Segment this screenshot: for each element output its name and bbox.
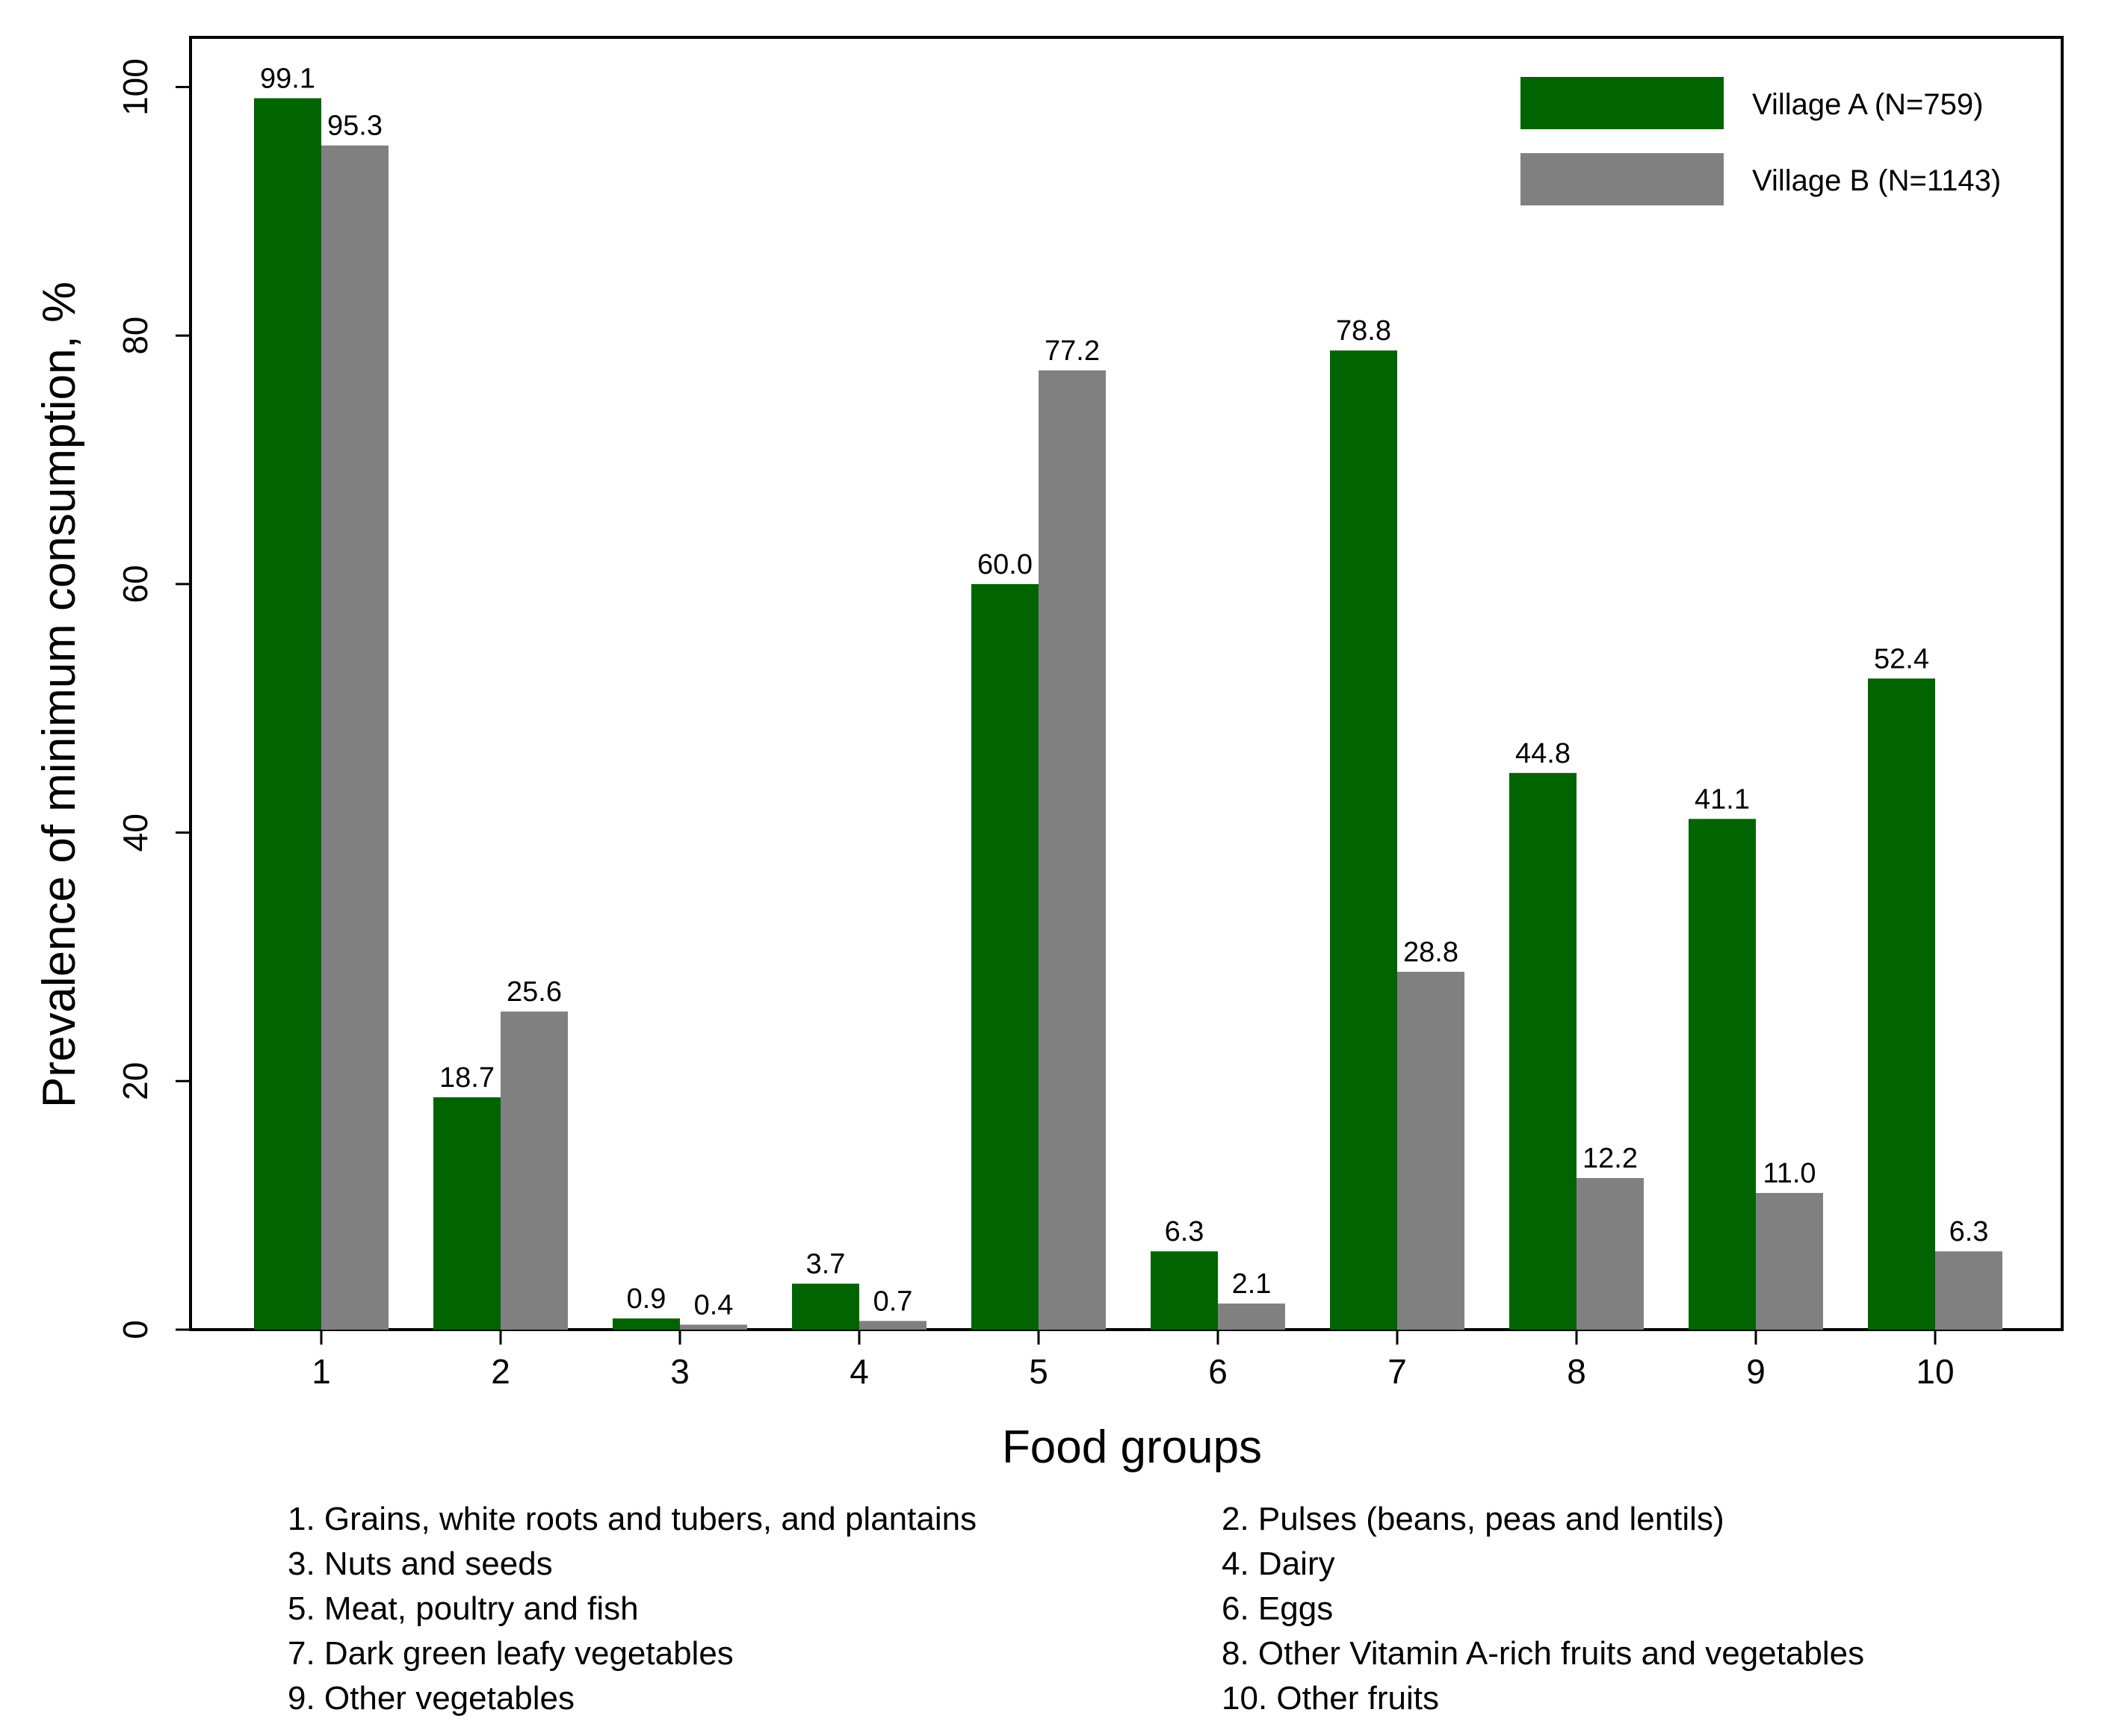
x-tick-label-5: 5 — [1029, 1352, 1048, 1391]
legend-label-series1: Village A (N=759) — [1752, 88, 1983, 121]
x-tick-label-3: 3 — [670, 1352, 690, 1391]
bar-series1-cat2 — [433, 1097, 501, 1330]
x-axis-title: Food groups — [1002, 1422, 1262, 1473]
legend-swatch-series1 — [1520, 77, 1724, 129]
y-tick-label-40: 40 — [116, 813, 155, 852]
value-label-series1-cat4: 3.7 — [806, 1248, 846, 1280]
bar-series1-cat4 — [792, 1283, 859, 1330]
value-label-series1-cat3: 0.9 — [627, 1283, 666, 1315]
x-tick-label-4: 4 — [850, 1352, 869, 1391]
bar-series1-cat9 — [1689, 819, 1756, 1330]
bar-series1-cat7 — [1330, 350, 1397, 1330]
value-label-series1-cat8: 44.8 — [1515, 738, 1571, 769]
category-note-5: 5. Meat, poultry and fish — [288, 1590, 639, 1627]
y-axis-title: Prevalence of minimum consumption, % — [34, 282, 85, 1108]
x-tick-label-2: 2 — [491, 1352, 510, 1391]
legend-swatch-series2 — [1520, 153, 1724, 205]
category-note-10: 10. Other fruits — [1222, 1680, 1440, 1717]
category-note-4: 4. Dairy — [1222, 1546, 1335, 1582]
x-tick-label-1: 1 — [312, 1352, 331, 1391]
category-note-2: 2. Pulses (beans, peas and lentils) — [1222, 1501, 1724, 1537]
category-note-6: 6. Eggs — [1222, 1590, 1334, 1627]
value-label-series1-cat2: 18.7 — [439, 1062, 495, 1094]
category-note-1: 1. Grains, white roots and tubers, and p… — [288, 1501, 977, 1537]
category-note-9: 9. Other vegetables — [288, 1680, 575, 1717]
y-tick-label-100: 100 — [116, 58, 155, 116]
category-note-8: 8. Other Vitamin A-rich fruits and veget… — [1222, 1635, 1865, 1672]
value-label-series2-cat7: 28.8 — [1403, 937, 1458, 968]
bar-series2-cat10 — [1935, 1251, 2002, 1330]
bar-series1-cat1 — [254, 98, 321, 1330]
bar-series2-cat4 — [859, 1321, 926, 1330]
value-label-series1-cat6: 6.3 — [1165, 1216, 1204, 1247]
value-label-series1-cat9: 41.1 — [1695, 784, 1750, 815]
value-label-series2-cat5: 77.2 — [1045, 335, 1100, 367]
bar-series1-cat10 — [1868, 678, 1935, 1330]
bar-series2-cat3 — [680, 1324, 747, 1330]
value-label-series2-cat3: 0.4 — [694, 1289, 734, 1321]
bar-series1-cat8 — [1509, 772, 1577, 1330]
bar-series2-cat1 — [321, 145, 389, 1330]
value-label-series1-cat7: 78.8 — [1336, 315, 1391, 347]
bar-series2-cat2 — [501, 1011, 568, 1330]
category-note-3: 3. Nuts and seeds — [288, 1546, 553, 1582]
bar-series2-cat9 — [1756, 1193, 1823, 1330]
value-label-series1-cat1: 99.1 — [260, 63, 315, 95]
value-label-series2-cat10: 6.3 — [1949, 1216, 1989, 1247]
value-label-series2-cat6: 2.1 — [1232, 1268, 1272, 1300]
value-label-series2-cat1: 95.3 — [327, 111, 383, 142]
y-tick-label-60: 60 — [116, 565, 155, 603]
bar-series2-cat8 — [1577, 1178, 1644, 1330]
category-note-7: 7. Dark green leafy vegetables — [288, 1635, 734, 1672]
bar-series2-cat7 — [1397, 971, 1464, 1330]
y-tick-label-20: 20 — [116, 1062, 155, 1100]
legend-label-series2: Village B (N=1143) — [1752, 164, 2001, 197]
y-tick-label-0: 0 — [116, 1320, 155, 1339]
x-tick-label-9: 9 — [1746, 1352, 1766, 1391]
plot-frame — [189, 36, 2064, 1331]
x-tick-label-10: 10 — [1916, 1352, 1954, 1391]
bar-series1-cat5 — [971, 583, 1039, 1330]
bar-series2-cat5 — [1039, 370, 1106, 1330]
value-label-series1-cat5: 60.0 — [977, 549, 1033, 580]
bar-series1-cat6 — [1151, 1251, 1218, 1330]
y-tick-label-80: 80 — [116, 317, 155, 355]
value-label-series2-cat9: 11.0 — [1763, 1158, 1816, 1189]
category-notes: 1. Grains, white roots and tubers, and p… — [288, 1500, 2081, 1718]
x-tick-label-8: 8 — [1567, 1352, 1586, 1391]
value-label-series2-cat4: 0.7 — [873, 1286, 913, 1317]
bar-series1-cat3 — [613, 1318, 680, 1330]
value-label-series1-cat10: 52.4 — [1874, 643, 1929, 675]
value-label-series2-cat2: 25.6 — [507, 976, 562, 1008]
bar-series2-cat6 — [1218, 1303, 1285, 1330]
x-tick-label-6: 6 — [1208, 1352, 1228, 1391]
value-label-series2-cat8: 12.2 — [1582, 1143, 1638, 1174]
x-tick-label-7: 7 — [1387, 1352, 1407, 1391]
